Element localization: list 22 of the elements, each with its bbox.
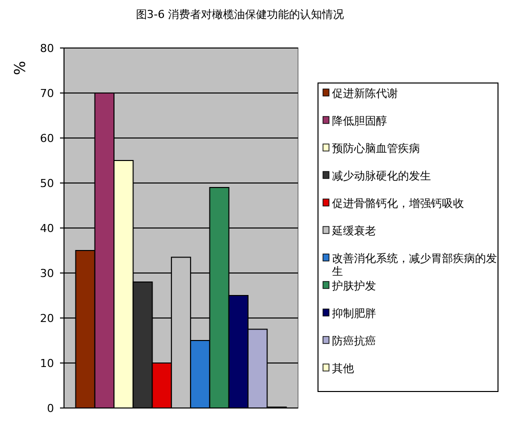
y-tick-label: 40	[40, 222, 54, 235]
y-axis-title: %	[11, 60, 29, 76]
y-tick-label: 50	[40, 177, 54, 190]
y-tick-label: 80	[40, 42, 54, 55]
legend-label: 促进新陈代谢	[332, 87, 398, 100]
legend-label: 促进骨骼钙化，增强钙吸收	[332, 197, 464, 210]
legend-label: 抑制肥胖	[332, 307, 376, 320]
y-tick-label: 20	[40, 312, 54, 325]
legend-label: 预防心脑血管疾病	[332, 142, 420, 155]
legend-label: 其他	[332, 362, 354, 375]
y-tick-label: 30	[40, 267, 54, 280]
legend-label: 防癌抗癌	[332, 334, 376, 348]
y-tick-label: 60	[40, 132, 54, 145]
legend-label: 延缓衰老	[331, 224, 376, 238]
legend-label: 减少动脉硬化的发生	[332, 170, 431, 182]
legend-label: 护肤护发	[331, 280, 376, 292]
chart-title: 图3-6 消费者对橄榄油保健功能的认知情况	[136, 8, 344, 21]
y-tick-label: 70	[40, 87, 54, 100]
y-tick-label: 10	[40, 357, 54, 370]
legend-label: 降低胆固醇	[332, 114, 387, 128]
y-tick-label: 0	[47, 402, 54, 415]
legend-label: 改善消化系统，减少胃部疾病的发生	[332, 252, 497, 278]
